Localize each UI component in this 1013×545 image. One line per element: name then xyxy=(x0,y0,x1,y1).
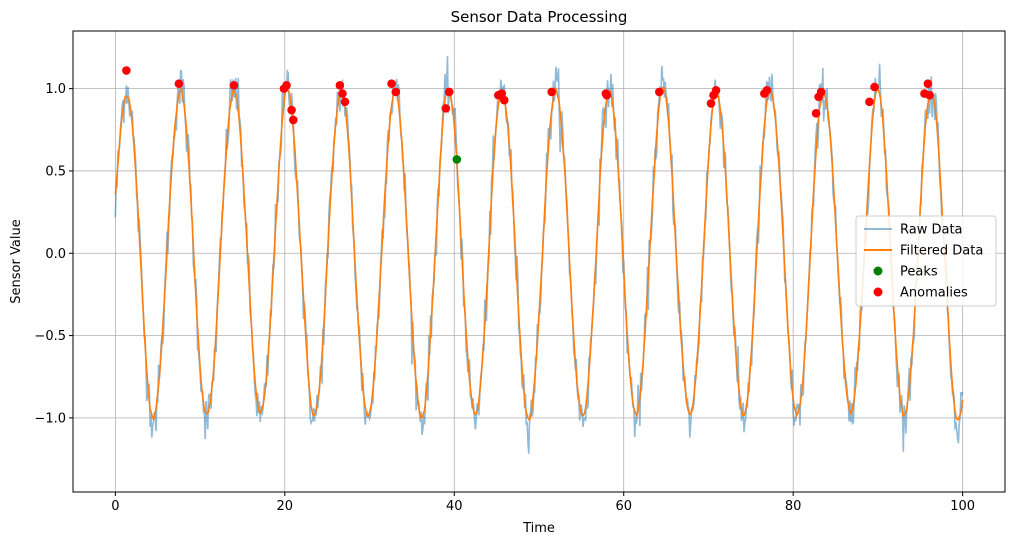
anomaly-point xyxy=(122,66,131,75)
peak-point xyxy=(452,155,462,164)
anomaly-point xyxy=(340,97,350,107)
anomaly-point xyxy=(287,105,296,115)
legend-label: Peaks xyxy=(900,265,938,280)
anomaly-point xyxy=(174,79,184,88)
x-tick-label: 20 xyxy=(277,499,294,514)
legend-label: Anomalies xyxy=(900,286,968,301)
y-axis-title: Sensor Value xyxy=(9,219,24,303)
legend-label: Filtered Data xyxy=(900,244,983,259)
anomaly-point xyxy=(865,97,874,107)
anomaly-point xyxy=(229,81,239,90)
anomaly-point xyxy=(811,109,821,118)
anomaly-point xyxy=(816,87,826,97)
anomaly-point xyxy=(499,95,509,105)
x-tick-label: 100 xyxy=(950,499,975,514)
anomaly-point xyxy=(711,85,721,95)
anomaly-point xyxy=(762,85,772,95)
anomaly-point xyxy=(870,82,879,92)
anomaly-point xyxy=(441,104,451,113)
x-axis: 0 20 40 60 80 100 xyxy=(111,492,975,514)
legend-peaks-swatch xyxy=(873,266,883,276)
y-axis: −1.0 −0.5 0.0 0.5 1.0 xyxy=(34,82,73,426)
y-tick-label: −1.0 xyxy=(34,411,66,426)
y-tick-label: 1.0 xyxy=(45,82,66,97)
y-tick-label: −0.5 xyxy=(34,329,66,344)
legend-box xyxy=(855,215,997,307)
legend-label: Raw Data xyxy=(900,223,963,238)
y-tick-label: 0.5 xyxy=(45,164,66,179)
anomaly-point xyxy=(335,81,345,90)
anomaly-point xyxy=(602,90,612,100)
y-tick-label: 0.0 xyxy=(45,247,66,262)
x-tick-label: 80 xyxy=(785,499,802,514)
x-tick-label: 0 xyxy=(111,499,119,514)
anomaly-point xyxy=(706,99,716,108)
anomaly-point xyxy=(288,115,298,125)
anomaly-point xyxy=(387,79,396,88)
x-tick-label: 60 xyxy=(615,499,632,514)
anomaly-point xyxy=(444,87,454,97)
plot-frame xyxy=(72,30,1006,493)
x-tick-label: 40 xyxy=(446,499,463,514)
chart-title: Sensor Data Processing xyxy=(451,8,628,26)
anomaly-point xyxy=(497,89,507,98)
anomaly-point xyxy=(923,79,933,88)
anomaly-point xyxy=(547,87,557,97)
anomalies-series xyxy=(122,66,934,125)
legend-anomalies-swatch xyxy=(873,287,883,297)
anomaly-point xyxy=(925,90,934,100)
anomaly-point xyxy=(338,89,347,98)
anomaly-point xyxy=(282,81,291,90)
peaks-series xyxy=(452,155,462,164)
anomaly-point xyxy=(391,87,401,97)
x-axis-title: Time xyxy=(522,521,555,536)
legend: Raw Data Filtered Data Peaks Anomalies xyxy=(855,215,997,307)
plot-content xyxy=(114,56,964,454)
anomaly-point xyxy=(655,87,664,97)
